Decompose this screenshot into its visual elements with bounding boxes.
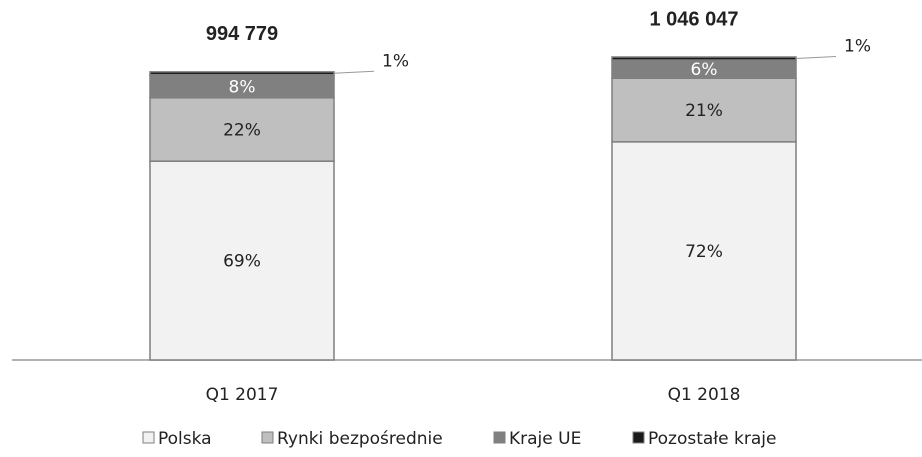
- data-label: 8%: [229, 77, 256, 97]
- bar-segment: [611, 77, 797, 143]
- legend-swatch: [142, 431, 155, 444]
- bar-segment: [611, 56, 797, 61]
- legend-swatch: [493, 431, 506, 444]
- bar-segment: [149, 97, 335, 162]
- data-label: 21%: [685, 101, 723, 121]
- data-label: 69%: [223, 252, 261, 272]
- legend-label: Polska: [158, 429, 212, 449]
- data-label: 22%: [223, 120, 261, 140]
- data-label: 6%: [691, 60, 718, 80]
- leader-line: [795, 56, 837, 60]
- x-tick-label: Q1 2018: [668, 385, 741, 405]
- legend-swatch: [261, 431, 274, 444]
- leader-line: [333, 70, 375, 74]
- total-label: 994 779: [206, 23, 278, 45]
- legend-label: Rynki bezpośrednie: [277, 429, 443, 449]
- legend-label: Pozostałe kraje: [648, 429, 776, 449]
- x-tick-label: Q1 2017: [206, 385, 279, 405]
- data-label: 1%: [382, 51, 409, 71]
- data-label: 72%: [685, 242, 723, 262]
- bar-segment: [611, 141, 797, 361]
- bar-segment: [149, 160, 335, 361]
- legend-swatch: [632, 431, 645, 444]
- bar-segment: [149, 71, 335, 76]
- data-label: 1%: [844, 37, 871, 57]
- total-label: 1 046 047: [650, 8, 739, 30]
- legend-label: Kraje UE: [509, 429, 581, 449]
